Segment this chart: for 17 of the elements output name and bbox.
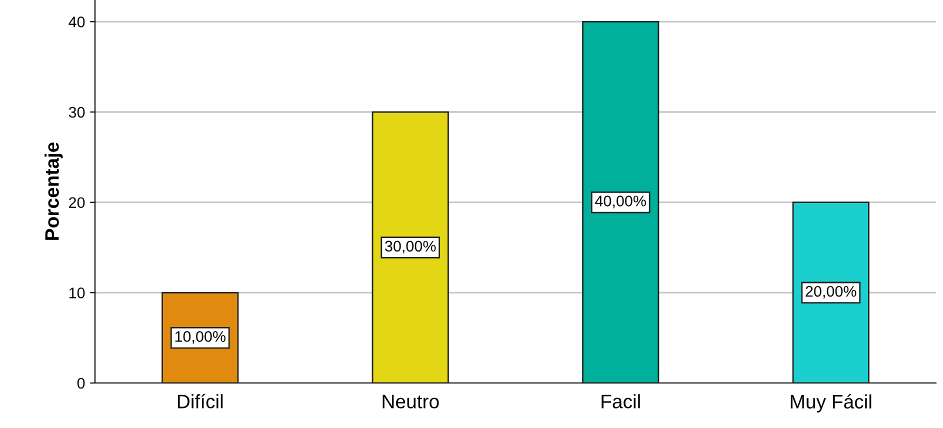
bar <box>582 20 660 383</box>
x-tick-label: Difícil <box>178 394 223 408</box>
x-tick-label: Muy Fácil <box>790 394 872 412</box>
data-label: 40,00% <box>595 196 646 208</box>
y-tick-label: 30 <box>68 106 85 118</box>
y-tick-label: 0 <box>77 378 85 389</box>
data-label: 10,00% <box>175 331 226 344</box>
data-label: 20,00% <box>806 286 856 299</box>
y-tick-label: 20 <box>69 197 85 208</box>
bar <box>372 111 449 383</box>
y-tick-label: 40 <box>68 16 85 28</box>
bar <box>792 202 870 383</box>
y-axis-title: Porcentaje <box>44 142 63 240</box>
x-tick-label: Facil <box>602 394 640 408</box>
y-tick-label: 10 <box>69 288 85 298</box>
data-label: 30,00% <box>385 240 436 254</box>
x-tick-label: Neutro <box>382 394 439 408</box>
